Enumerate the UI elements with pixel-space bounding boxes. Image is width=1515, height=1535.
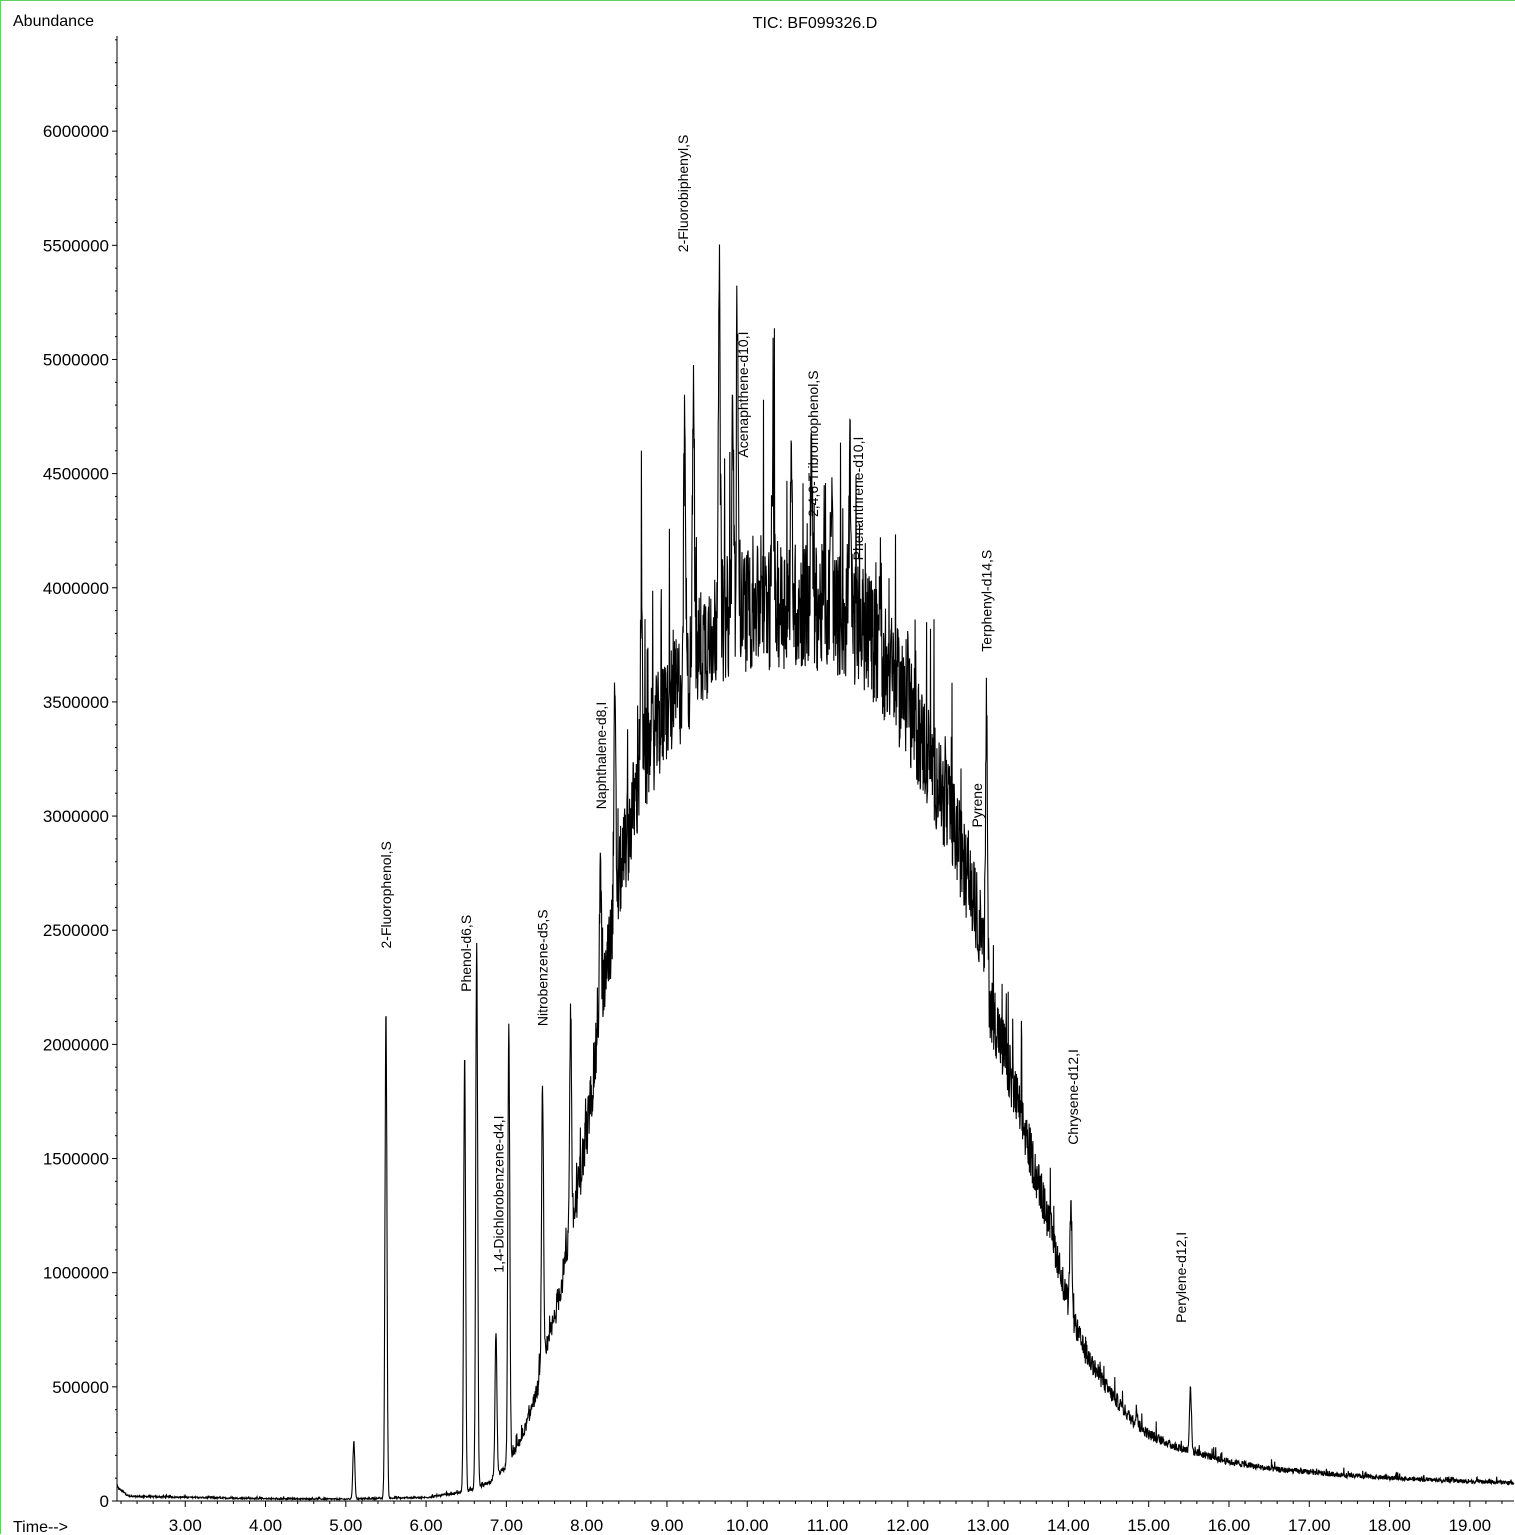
y-axis-label: Abundance <box>13 13 94 30</box>
x-tick-label: 13.00 <box>967 1516 1010 1535</box>
x-tick-label: 6.00 <box>410 1516 443 1535</box>
x-tick-label: 16.00 <box>1208 1516 1251 1535</box>
peak-annotation: Acenaphthene-d10,I <box>735 331 751 457</box>
peak-annotation: Perylene-d12,I <box>1173 1232 1189 1323</box>
y-tick-label: 2500000 <box>43 921 109 940</box>
y-tick-label: 2000000 <box>43 1035 109 1054</box>
x-tick-label: 8.00 <box>570 1516 603 1535</box>
y-tick-label: 500000 <box>52 1378 109 1397</box>
x-tick-label: 7.00 <box>490 1516 523 1535</box>
x-axis-label: Time--> <box>13 1519 68 1535</box>
y-tick-label: 4000000 <box>43 579 109 598</box>
peak-annotation: Phenanthrene-d10,I <box>850 437 866 561</box>
y-tick-label: 1500000 <box>43 1150 109 1169</box>
x-tick-label: 4.00 <box>249 1516 282 1535</box>
peak-annotation: Nitrobenzene-d5,S <box>535 909 551 1026</box>
x-tick-label: 14.00 <box>1047 1516 1090 1535</box>
x-tick-label: 10.00 <box>726 1516 769 1535</box>
peak-annotations: 2-Fluorophenol,S Phenol-d6,S 1,4-Dichlorob… <box>378 135 1189 1323</box>
peak-annotation: Terphenyl-d14,S <box>979 550 995 652</box>
x-tick-label: 18.00 <box>1368 1516 1411 1535</box>
y-tick-label: 3000000 <box>43 807 109 826</box>
y-tick-label: 4500000 <box>43 465 109 484</box>
y-tick-label: 3500000 <box>43 693 109 712</box>
x-tick-label: 19.00 <box>1449 1516 1492 1535</box>
peak-annotation: 2-Fluorophenol,S <box>378 841 394 948</box>
x-tick-label: 11.00 <box>807 1516 848 1535</box>
peak-annotation: Pyrene <box>969 783 985 828</box>
x-tick-label: 15.00 <box>1127 1516 1170 1535</box>
x-tick-label: 12.00 <box>887 1516 930 1535</box>
peak-annotation: 2,4,6-Tribromophenol,S <box>805 370 821 517</box>
y-tick-label: 5000000 <box>43 350 109 369</box>
y-axis-ticks: 0 500000 1000000 1500000 2000000 2500000 30000… <box>43 39 117 1511</box>
x-axis-ticks: 3.00 4.00 5.00 6.00 7.00 8.00 9.00 10.00 11.00 12… <box>120 1501 1503 1535</box>
peak-annotation: 2-Fluorobiphenyl,S <box>675 135 691 253</box>
x-tick-label: 3.00 <box>169 1516 202 1535</box>
x-tick-label: 5.00 <box>329 1516 362 1535</box>
x-tick-label: 17.00 <box>1288 1516 1331 1535</box>
y-tick-label: 0 <box>100 1492 109 1511</box>
y-tick-label: 5500000 <box>43 236 109 255</box>
tic-trace <box>116 244 1515 1502</box>
peak-annotation: Naphthalene-d8,I <box>593 702 609 809</box>
peak-annotation: 1,4-Dichlorobenzene-d4,I <box>490 1115 506 1272</box>
x-tick-label: 9.00 <box>650 1516 683 1535</box>
y-tick-label: 6000000 <box>43 122 109 141</box>
peak-annotation: Phenol-d6,S <box>458 915 474 992</box>
peak-annotation: Chrysene-d12,I <box>1065 1049 1081 1145</box>
chart-title: TIC: BF099326.D <box>753 15 878 32</box>
y-tick-label: 1000000 <box>43 1264 109 1283</box>
